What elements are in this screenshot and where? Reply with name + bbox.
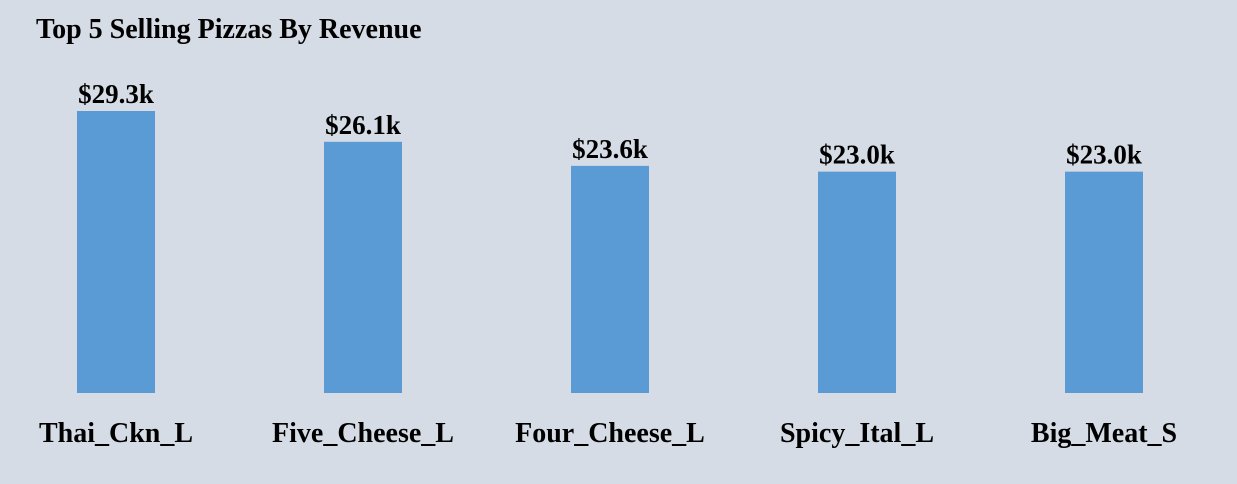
data-label: $26.1k — [325, 110, 401, 140]
bar-spicy-ital-l — [818, 171, 896, 393]
category-label: Five_Cheese_L — [272, 418, 454, 449]
category-label: Big_Meat_S — [1031, 418, 1177, 449]
data-label: $23.6k — [572, 134, 648, 164]
data-label: $23.0k — [819, 140, 895, 170]
data-label: $29.3k — [78, 79, 154, 109]
bar-four-cheese-l — [571, 165, 649, 393]
category-label: Four_Cheese_L — [515, 418, 705, 449]
bar-five-cheese-l — [324, 141, 402, 393]
chart-title: Top 5 Selling Pizzas By Revenue — [36, 14, 422, 45]
bar-big-meat-s — [1065, 171, 1143, 393]
bar-thai-ckn-l — [77, 111, 155, 393]
category-label: Thai_Ckn_L — [39, 418, 193, 449]
data-label: $23.0k — [1066, 140, 1142, 170]
category-label: Spicy_Ital_L — [780, 418, 934, 449]
